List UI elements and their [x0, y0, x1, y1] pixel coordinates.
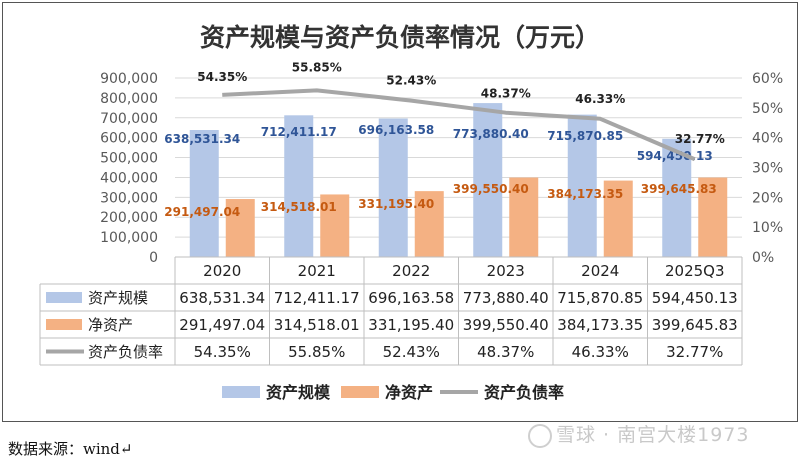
- table-cell: 291,497.04: [179, 316, 265, 334]
- bar-net-asset: [414, 191, 444, 257]
- bar-asset: [567, 114, 597, 257]
- y-right-tick-label: 50%: [752, 101, 783, 117]
- bar-data-label: 399,550.40: [453, 182, 529, 196]
- watermark: 雪球 · 南宫大楼1973: [528, 420, 749, 448]
- y-left-tick-label: 500,000: [100, 151, 158, 167]
- table-cell: 696,163.58: [368, 289, 454, 307]
- table-cell: 773,880.40: [463, 289, 549, 307]
- bar-net-asset: [509, 177, 539, 257]
- bar-net-asset: [320, 194, 350, 257]
- y-left-tick-label: 800,000: [100, 91, 158, 107]
- watermark-logo-icon: [528, 423, 552, 448]
- y-right-tick-label: 20%: [752, 190, 783, 206]
- line-data-label: 32.77%: [675, 132, 725, 146]
- bar-net-asset: [225, 199, 255, 257]
- y-left-tick-label: 900,000: [100, 71, 158, 87]
- table-cell: 399,550.40: [463, 316, 549, 334]
- table-cell: 715,870.85: [557, 289, 643, 307]
- bar-asset: [473, 103, 503, 257]
- y-right-tick-label: 60%: [752, 71, 783, 87]
- bar-net-asset: [698, 177, 728, 257]
- y-left-tick-label: 0: [149, 250, 158, 266]
- table-cell: 638,531.34: [179, 289, 265, 307]
- y-left-tick-label: 200,000: [100, 210, 158, 226]
- x-category-label: 2025Q3: [665, 262, 725, 280]
- x-category-label: 2024: [581, 262, 619, 280]
- table-cell: 331,195.40: [368, 316, 454, 334]
- line-data-label: 52.43%: [386, 74, 436, 88]
- line-data-label: 46.33%: [575, 92, 625, 106]
- legend-label: 资产负债率: [484, 383, 564, 402]
- table-row-header: 资产规模: [88, 289, 148, 307]
- x-category-label: 2023: [487, 262, 525, 280]
- table-cell: 54.35%: [194, 343, 251, 361]
- bar-net-asset: [603, 180, 633, 257]
- debt-ratio-line: [222, 88, 696, 162]
- y-left-tick-label: 700,000: [100, 111, 158, 127]
- table-cell: 314,518.01: [274, 316, 360, 334]
- y-right-tick-label: 40%: [752, 131, 783, 147]
- table-row-header: 净资产: [88, 316, 133, 334]
- watermark-text: 雪球 · 南宫大楼1973: [556, 424, 750, 446]
- table-legend-key: [46, 319, 82, 330]
- bar-data-label: 314,518.01: [261, 200, 337, 214]
- bar-data-label: 715,870.85: [547, 129, 623, 143]
- bar-data-label: 773,880.40: [453, 127, 529, 141]
- bar-data-label: 291,497.04: [164, 205, 240, 219]
- bar-data-label: 696,163.58: [358, 123, 434, 137]
- bar-asset: [378, 118, 408, 257]
- y-left-tick-label: 400,000: [100, 170, 158, 186]
- bar-asset: [284, 115, 314, 258]
- table-cell: 48.37%: [477, 343, 534, 361]
- legend-key: [222, 386, 260, 398]
- line-data-label: 48.37%: [481, 87, 531, 101]
- table-cell: 384,173.35: [557, 316, 643, 334]
- bar-data-label: 384,173.35: [547, 187, 623, 201]
- bar-data-label: 712,411.17: [261, 125, 337, 139]
- bar-data-label: 638,531.34: [164, 132, 240, 146]
- x-category-label: 2020: [203, 262, 241, 280]
- y-left-tick-label: 600,000: [100, 131, 158, 147]
- table-cell: 399,645.83: [652, 316, 738, 334]
- line-data-label: 54.35%: [197, 70, 247, 84]
- y-left-tick-label: 300,000: [100, 190, 158, 206]
- y-right-tick-label: 0%: [752, 250, 774, 266]
- source-note: 数据来源：wind↵: [8, 440, 133, 458]
- legend-key: [341, 386, 379, 398]
- table-row-header: 资产负债率: [88, 343, 163, 361]
- legend-label: 资产规模: [266, 383, 331, 402]
- legend-label: 净资产: [385, 383, 433, 402]
- table-cell: 594,450.13: [652, 289, 738, 307]
- x-category-label: 2022: [392, 262, 430, 280]
- table-legend-key: [46, 292, 82, 303]
- table-cell: 52.43%: [383, 343, 440, 361]
- bar-data-label: 399,645.83: [641, 182, 717, 196]
- table-cell: 712,411.17: [274, 289, 360, 307]
- bar-asset: [662, 138, 692, 257]
- bar-asset: [189, 130, 219, 257]
- table-cell: 46.33%: [572, 343, 629, 361]
- chart-title: 资产规模与资产负债率情况（万元）: [200, 23, 600, 52]
- x-category-label: 2021: [298, 262, 336, 280]
- table-cell: 32.77%: [666, 343, 723, 361]
- y-left-tick-label: 100,000: [100, 230, 158, 246]
- table-cell: 55.85%: [288, 343, 345, 361]
- line-data-label: 55.85%: [292, 60, 342, 74]
- bar-data-label: 331,195.40: [358, 197, 434, 211]
- y-right-tick-label: 30%: [752, 161, 783, 177]
- y-right-tick-label: 10%: [752, 220, 783, 236]
